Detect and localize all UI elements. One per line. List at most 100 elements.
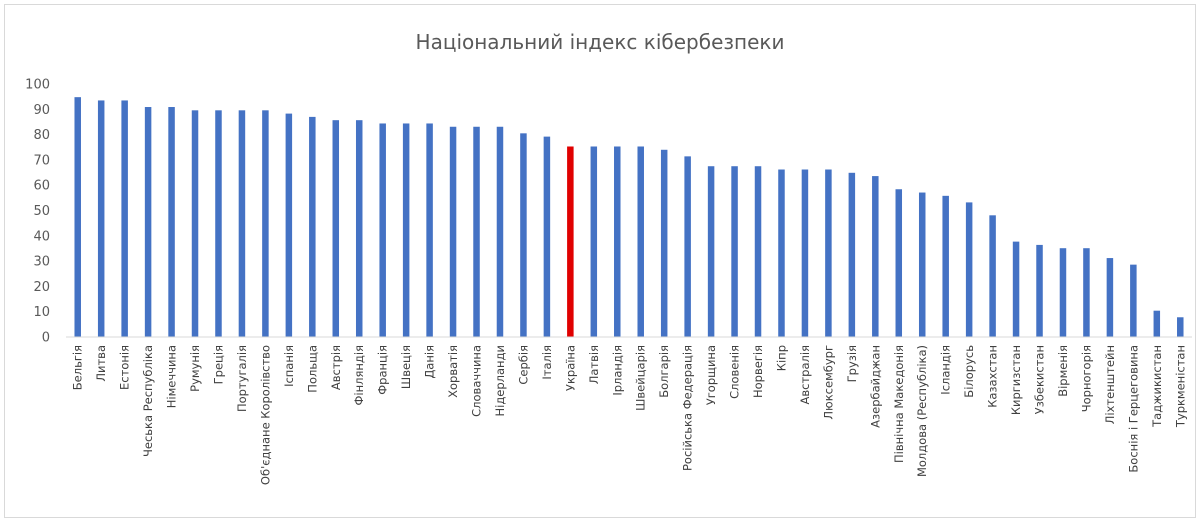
bar-highlighted (567, 146, 574, 337)
bar (660, 149, 668, 337)
x-category-label: Хорватія (446, 345, 460, 398)
x-category-label: Сербія (516, 345, 530, 385)
bar (989, 215, 996, 337)
y-tick-label: 100 (25, 78, 50, 93)
y-tick-label: 60 (33, 179, 50, 194)
x-category-label: Вірменія (1056, 345, 1070, 397)
bar (614, 146, 621, 337)
bar (731, 166, 738, 337)
chart-frame (4, 4, 1196, 518)
bar (215, 110, 222, 337)
y-tick-label: 20 (33, 280, 50, 295)
bar (778, 169, 785, 337)
x-category-label: Словаччина (470, 345, 484, 417)
bar (872, 176, 879, 337)
x-category-label: Польща (305, 345, 319, 393)
y-tick-label: 10 (33, 305, 50, 320)
bar (309, 116, 316, 337)
x-category-label: Україна (563, 345, 577, 391)
x-category-label: Словенія (728, 345, 742, 399)
x-category-label: Киргизстан (1009, 345, 1023, 415)
bar (144, 107, 152, 338)
x-category-label: Бельгія (71, 345, 85, 390)
x-category-label: Греція (211, 345, 225, 384)
bar (942, 195, 949, 337)
x-category-label: Білорусь (962, 345, 976, 398)
x-category-label: Грузія (845, 345, 859, 382)
y-tick-label: 40 (33, 229, 50, 244)
bar (473, 126, 480, 337)
bar (1130, 264, 1137, 337)
bar (1153, 310, 1161, 337)
bar (1036, 244, 1043, 337)
x-category-label: Латвія (587, 345, 601, 384)
x-category-label: Австралія (798, 345, 812, 404)
bar (449, 126, 457, 337)
bar (426, 123, 433, 337)
bar (402, 123, 410, 337)
bar (1083, 248, 1090, 337)
bar (1177, 317, 1184, 337)
bar (332, 120, 340, 338)
bar (1106, 258, 1114, 337)
x-category-label: Фінляндія (352, 345, 366, 405)
x-category-label: Франція (376, 345, 390, 395)
x-category-label: Німеччина (165, 345, 179, 408)
bar (1012, 241, 1020, 337)
x-category-label: Чеська Республіка (141, 345, 155, 457)
bar (543, 136, 551, 337)
x-category-label: Швеція (399, 345, 413, 389)
bar (379, 123, 386, 337)
bar (754, 166, 762, 337)
bar (74, 97, 81, 337)
x-category-label: Норвегія (751, 345, 765, 398)
y-tick-label: 30 (33, 255, 50, 270)
bar (285, 113, 293, 337)
x-category-label: Іспанія (282, 345, 296, 387)
x-category-label: Австрія (329, 345, 343, 390)
bar (262, 110, 269, 337)
x-axis: Бельгія Литва Естонія Чеська Республіка Німе… (66, 336, 1192, 485)
y-tick-label: 80 (33, 128, 50, 143)
x-category-label: Угорщина (704, 345, 718, 405)
x-category-label: Естонія (118, 345, 132, 390)
bar (590, 146, 598, 337)
x-category-label: Ліхтенштейн (1103, 345, 1117, 424)
y-tick-label: 90 (33, 103, 50, 118)
bar (238, 110, 246, 337)
x-category-label: Нідерланди (493, 345, 507, 417)
x-category-label: Таджикистан (1150, 345, 1164, 428)
bar (684, 156, 691, 337)
x-category-label: Італія (540, 345, 554, 380)
bar (191, 110, 199, 337)
x-category-label: Чорногорія (1079, 345, 1093, 412)
x-category-label: Румунія (188, 345, 202, 392)
bars-group (74, 97, 1184, 338)
bar (168, 107, 175, 338)
x-category-label: Ірландія (610, 345, 624, 396)
chart-title: Національний індекс кібербезпеки (415, 30, 785, 54)
x-category-label: Боснія і Герцеговина (1126, 345, 1140, 473)
bar (121, 100, 128, 337)
bar (707, 166, 715, 337)
x-category-label: Швейцарія (634, 345, 648, 411)
bar (801, 169, 809, 337)
bar (496, 126, 504, 337)
bar (895, 189, 903, 337)
bar (848, 172, 856, 337)
x-category-label: Об'єднане Королівство (258, 345, 272, 485)
y-tick-label: 70 (33, 153, 50, 168)
x-category-label: Болгарія (657, 345, 671, 398)
x-category-label: Азербайджан (868, 345, 882, 428)
x-category-label: Португалія (235, 345, 249, 412)
x-category-label: Данія (423, 345, 437, 379)
y-tick-label: 0 (42, 331, 50, 346)
bar (918, 192, 926, 337)
x-category-label: Литва (94, 345, 108, 382)
bar (97, 100, 105, 337)
x-category-label: Північна Македонія (892, 345, 906, 463)
y-tick-label: 50 (33, 204, 50, 219)
bar (825, 169, 832, 337)
x-category-label: Російська Федерація (681, 345, 695, 471)
